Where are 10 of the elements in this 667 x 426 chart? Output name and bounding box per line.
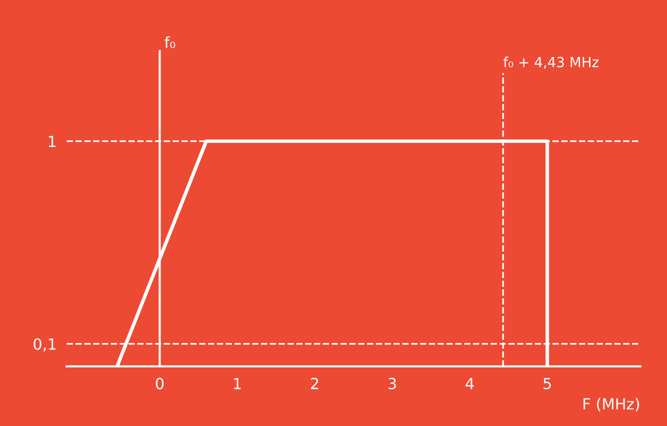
x-axis-title: F (MHz) [584,398,640,412]
x-tick-label: 2 [311,378,318,390]
ref-line-label: f₀ + 4,43 MHz [503,56,598,69]
x-tick-label: 0 [156,378,164,390]
x-tick-label: 4 [466,378,474,390]
y-axis-title: f₀ [164,36,176,48]
x-tick-label: 3 [388,378,396,390]
x-tick-label: 1 [234,378,241,390]
x-tick-label: 5 [544,378,551,390]
y-tick-label: 0,1 [34,338,56,352]
